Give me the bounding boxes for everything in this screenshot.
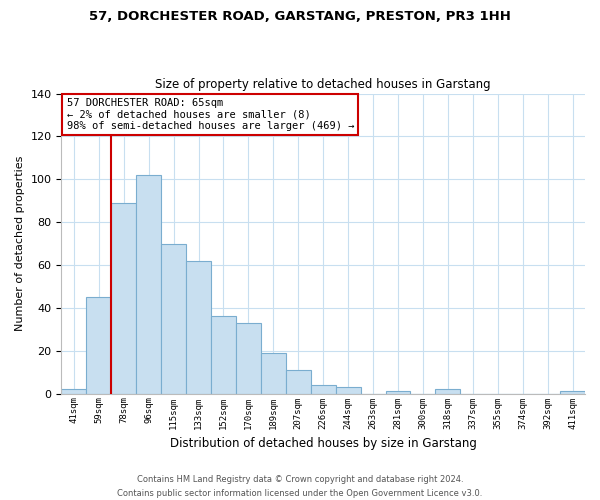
Text: Contains HM Land Registry data © Crown copyright and database right 2024.
Contai: Contains HM Land Registry data © Crown c… bbox=[118, 476, 482, 498]
Bar bbox=[111, 203, 136, 394]
Bar bbox=[311, 385, 335, 394]
Y-axis label: Number of detached properties: Number of detached properties bbox=[15, 156, 25, 332]
Text: 57, DORCHESTER ROAD, GARSTANG, PRESTON, PR3 1HH: 57, DORCHESTER ROAD, GARSTANG, PRESTON, … bbox=[89, 10, 511, 23]
Bar bbox=[211, 316, 236, 394]
Bar bbox=[136, 175, 161, 394]
Bar bbox=[186, 260, 211, 394]
Bar bbox=[61, 390, 86, 394]
Bar bbox=[436, 390, 460, 394]
Bar bbox=[236, 323, 261, 394]
Bar bbox=[161, 244, 186, 394]
Bar bbox=[261, 353, 286, 394]
Bar bbox=[386, 392, 410, 394]
Text: 57 DORCHESTER ROAD: 65sqm
← 2% of detached houses are smaller (8)
98% of semi-de: 57 DORCHESTER ROAD: 65sqm ← 2% of detach… bbox=[67, 98, 354, 132]
X-axis label: Distribution of detached houses by size in Garstang: Distribution of detached houses by size … bbox=[170, 437, 476, 450]
Bar bbox=[560, 392, 585, 394]
Bar bbox=[335, 387, 361, 394]
Title: Size of property relative to detached houses in Garstang: Size of property relative to detached ho… bbox=[155, 78, 491, 91]
Bar bbox=[286, 370, 311, 394]
Bar bbox=[86, 297, 111, 394]
